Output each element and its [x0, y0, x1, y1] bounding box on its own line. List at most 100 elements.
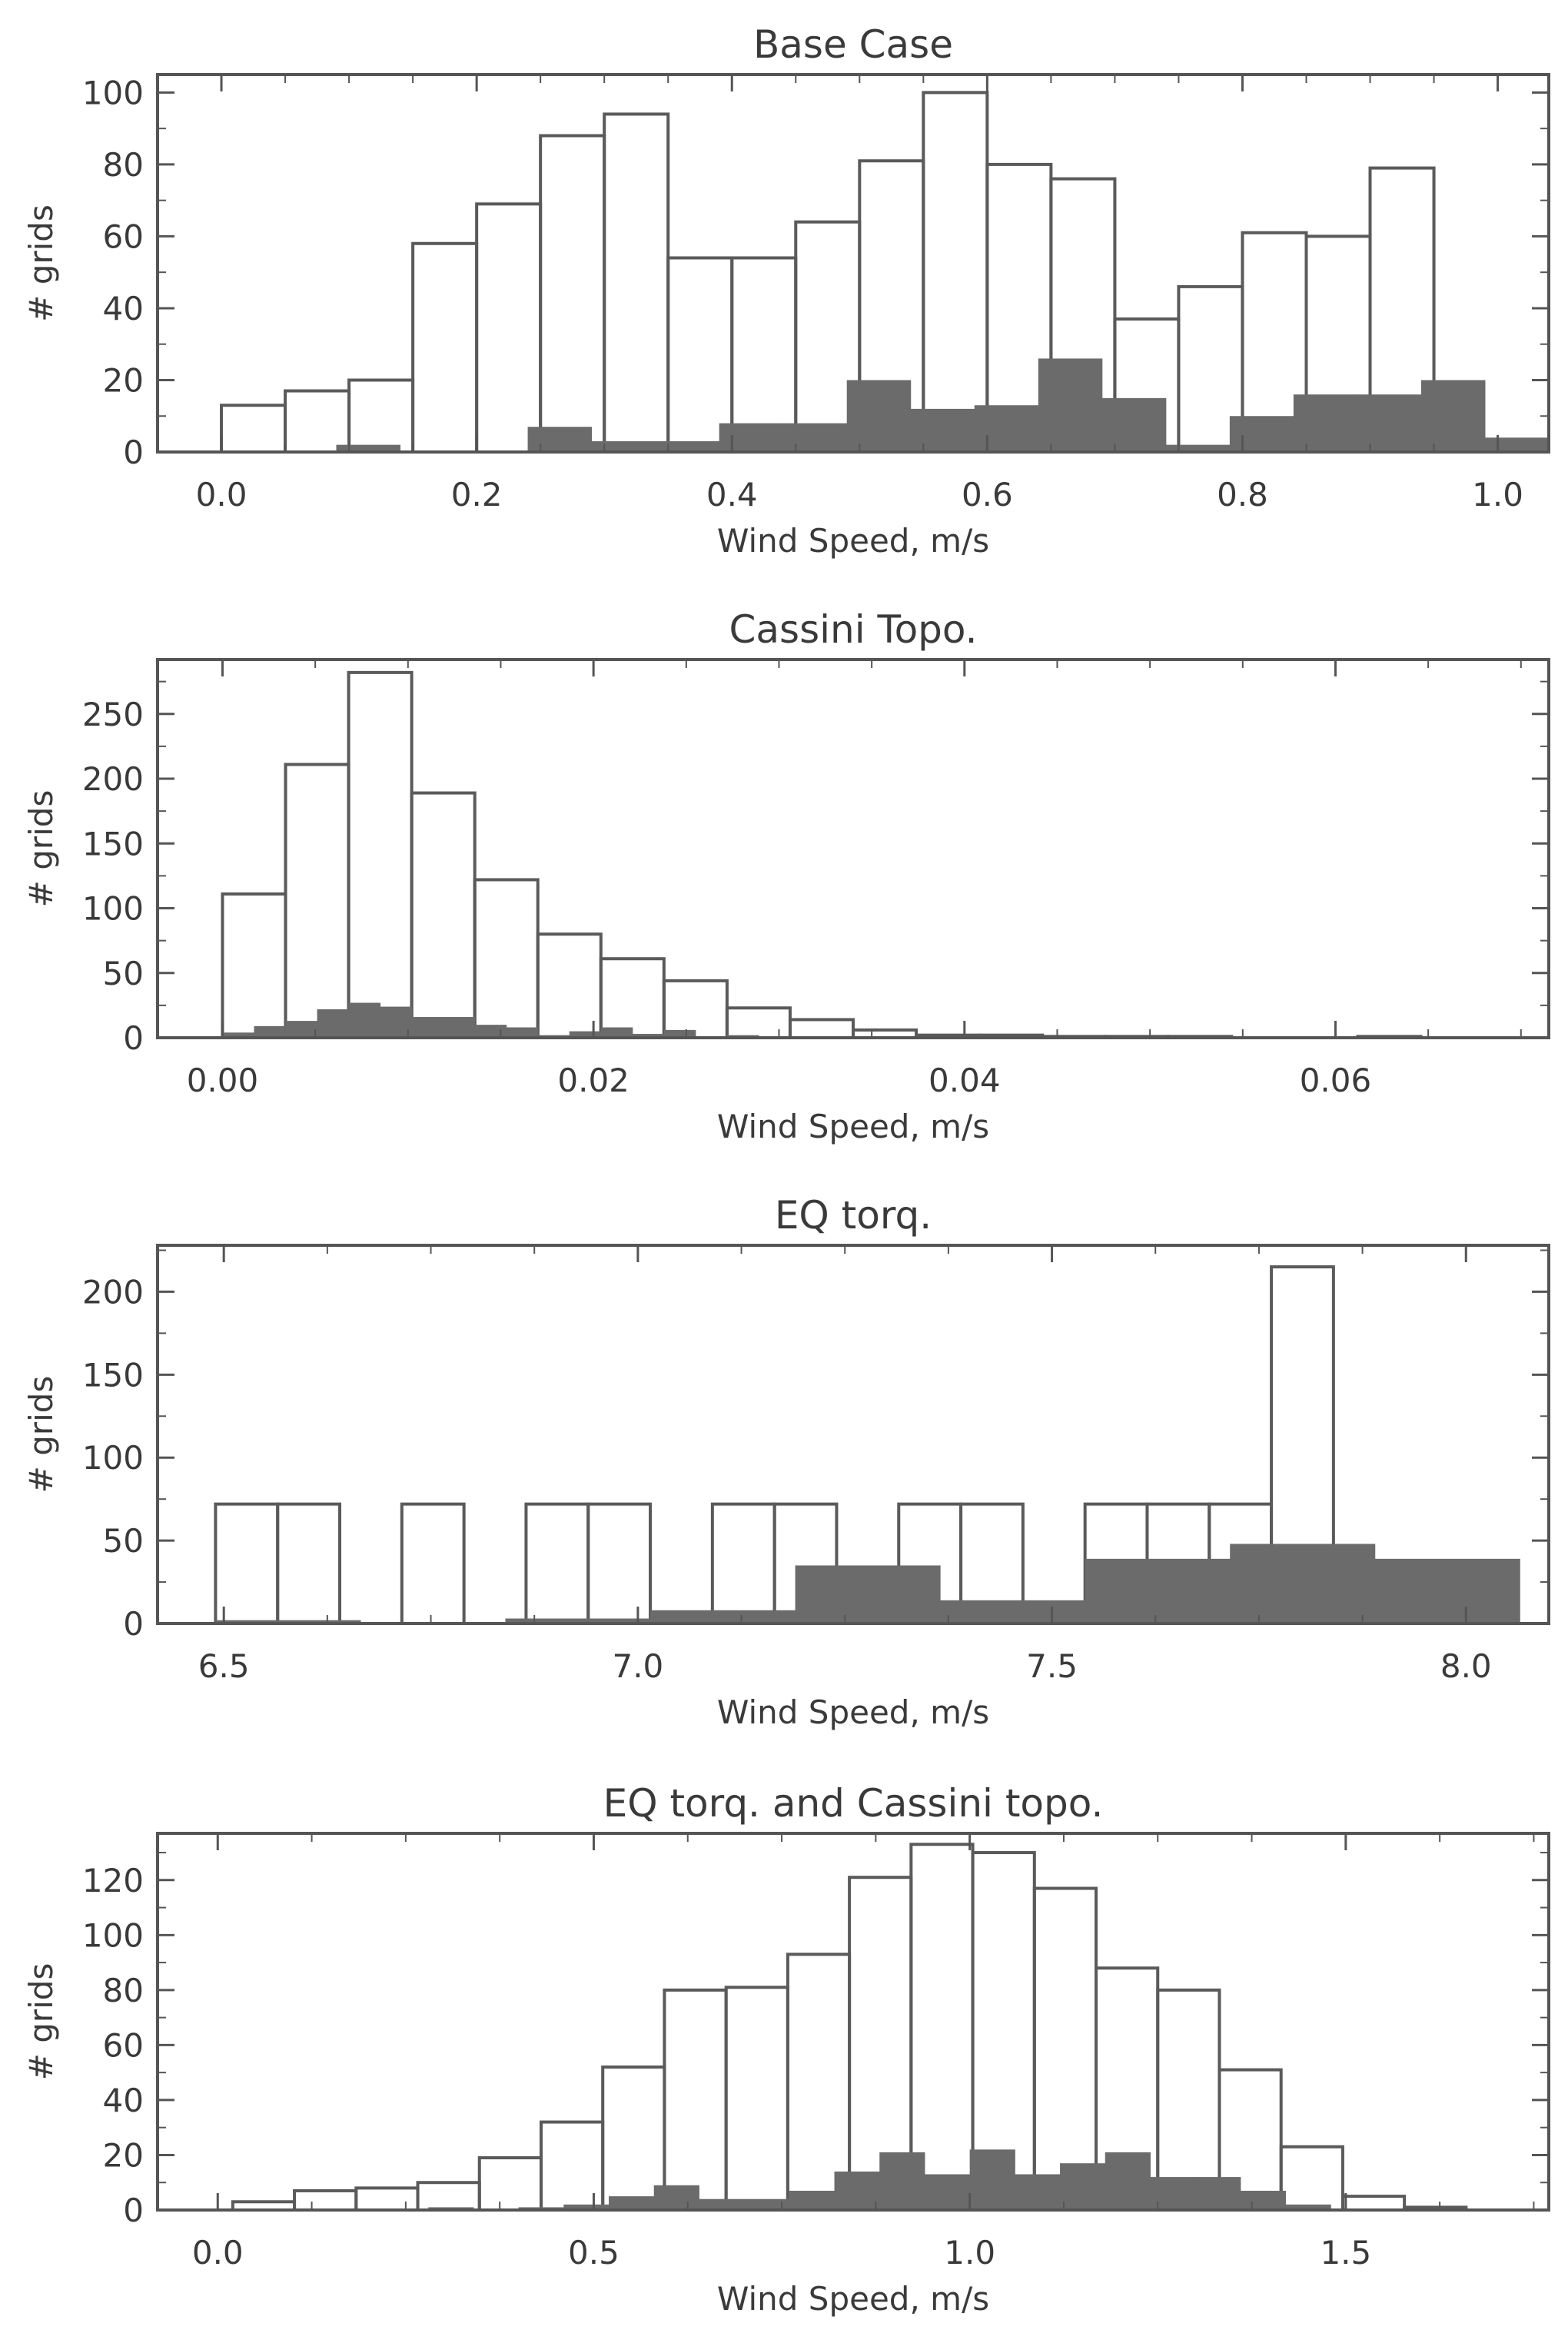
chart-panel: 0.00 0.02 0.04 0.06 0 50 100 150 200 250 Cassini T… — [22, 607, 1550, 1145]
y-tick-label: 150 — [82, 825, 144, 862]
x-axis-label: Wind Speed, m/s — [717, 522, 989, 560]
histogram-bar-outline — [221, 892, 287, 1040]
histogram-bar-filled — [474, 1025, 507, 1038]
histogram-bar-filled — [1165, 444, 1231, 452]
histogram-bar-outline — [662, 979, 729, 1040]
x-tick-label: 1.5 — [1320, 2234, 1371, 2272]
histogram-bar-filled — [1230, 1544, 1376, 1623]
histogram-bar-filled — [940, 1600, 1086, 1623]
chart-panel: 0.0 0.5 1.0 1.5 0 20 40 60 80 100 120 EQ torq. and … — [22, 1781, 1550, 2318]
histogram-bar-filled — [655, 440, 720, 452]
histogram-bar-filled — [285, 1021, 318, 1038]
histogram-bar-filled — [924, 2174, 971, 2210]
histogram-bar-outline — [347, 670, 414, 1039]
histogram-bar-filled — [563, 2204, 610, 2210]
y-tick-label: 20 — [103, 2136, 144, 2174]
histogram-bar-filled — [1060, 2163, 1106, 2210]
histogram-bar-outline — [473, 878, 540, 1039]
y-tick-label: 0 — [123, 2192, 144, 2229]
x-tick-label: 0.00 — [187, 1062, 259, 1099]
histogram-bar-filled — [1195, 2177, 1241, 2210]
histogram-bar-outline — [666, 256, 734, 454]
chart-title: Cassini Topo. — [729, 607, 978, 652]
histogram-bar-filled — [1420, 380, 1486, 452]
y-tick-label: 0 — [123, 1605, 144, 1643]
y-tick-label: 0 — [123, 1019, 144, 1057]
histogram-bar-outline — [410, 791, 477, 1040]
y-tick-label: 80 — [103, 146, 144, 184]
histogram-bar-outline — [663, 1988, 728, 2212]
x-tick-label: 0.8 — [1217, 476, 1268, 513]
histogram-bar-outline — [536, 932, 603, 1039]
histogram-bar-filled — [1240, 2190, 1287, 2210]
histogram-bar-filled — [1229, 416, 1294, 452]
histogram-bar-filled — [846, 380, 912, 452]
histogram-bar-filled — [1357, 394, 1422, 452]
y-tick-label: 20 — [103, 361, 144, 399]
x-tick-label: 0.6 — [962, 476, 1013, 513]
y-axis-label: # grids — [22, 790, 60, 908]
histogram-bar-filled — [974, 405, 1039, 452]
histogram-bar-filled — [380, 1006, 413, 1038]
y-tick-label: 60 — [103, 218, 144, 255]
x-axis-label: Wind Speed, m/s — [717, 2280, 989, 2318]
histogram-bar-outline — [276, 1502, 342, 1626]
x-tick-label: 0.02 — [557, 1062, 630, 1099]
histogram-bar-outline — [347, 378, 415, 454]
histogram-bar-filled — [1293, 394, 1358, 452]
histogram-bar-outline — [1340, 2195, 1407, 2212]
histogram-bar-outline — [539, 134, 606, 454]
histogram-bar-filled — [719, 423, 784, 452]
y-tick-label: 150 — [82, 1356, 144, 1394]
y-tick-label: 0 — [123, 434, 144, 471]
histogram-bar-filled — [317, 1009, 350, 1038]
y-tick-label: 120 — [82, 1862, 144, 1899]
histogram-bar-filled — [527, 427, 593, 452]
histogram-bar-filled — [600, 1027, 633, 1038]
histogram-bar-outline — [730, 256, 798, 454]
histogram-bar-filled — [632, 1033, 665, 1038]
x-tick-label: 0.06 — [1300, 1062, 1372, 1099]
histogram-bar-outline — [724, 1986, 789, 2212]
histogram-bar-filled — [1105, 2152, 1151, 2210]
histogram-bar-filled — [744, 2198, 790, 2210]
y-tick-label: 100 — [82, 74, 144, 111]
x-tick-label: 0.5 — [568, 2234, 620, 2272]
histogram-bar-filled — [215, 1620, 361, 1623]
histogram-bar-filled — [834, 2171, 880, 2210]
chart-title: Base Case — [753, 22, 953, 67]
filled-series — [222, 1002, 759, 1038]
outline-series — [221, 670, 1423, 1040]
histogram-bar-filled — [1484, 437, 1550, 452]
x-tick-label: 0.4 — [706, 476, 758, 513]
histogram-bar-outline — [284, 763, 350, 1039]
histogram-bar-filled — [591, 440, 656, 452]
plot-frame — [156, 658, 1550, 1039]
histogram-bar-outline — [475, 202, 543, 454]
filled-series — [215, 1544, 1520, 1623]
histogram-bar-filled — [348, 1002, 381, 1038]
y-tick-label: 50 — [103, 1522, 144, 1560]
histogram-bar-filled — [910, 408, 975, 452]
x-tick-label: 0.0 — [196, 476, 247, 513]
histogram-bar-outline — [788, 1018, 855, 1040]
histogram-bar-outline — [725, 1006, 792, 1040]
histogram-bar-filled — [411, 1017, 444, 1038]
histogram-bar-outline — [524, 1502, 590, 1626]
histogram-bar-filled — [650, 1610, 796, 1623]
y-tick-label: 40 — [103, 2082, 144, 2119]
histogram-bar-filled — [1101, 397, 1167, 452]
y-tick-label: 60 — [103, 2026, 144, 2064]
histogram-bar-outline — [477, 2156, 543, 2212]
chart-panel: 0.0 0.2 0.4 0.6 0.8 1.0 0 20 40 60 80 100 Base Case W… — [22, 22, 1550, 560]
x-tick-label: 8.0 — [1440, 1647, 1492, 1685]
histogram-bar-filled — [1085, 1558, 1231, 1623]
histogram-bar-outline — [220, 404, 287, 454]
plot-frame — [156, 1832, 1550, 2212]
histogram-bar-outline — [1279, 2145, 1344, 2212]
histogram-bar-filled — [443, 1017, 476, 1038]
histogram-bar-filled — [1015, 2174, 1061, 2210]
filled-series — [428, 2149, 1331, 2210]
outline-series — [220, 91, 1436, 454]
